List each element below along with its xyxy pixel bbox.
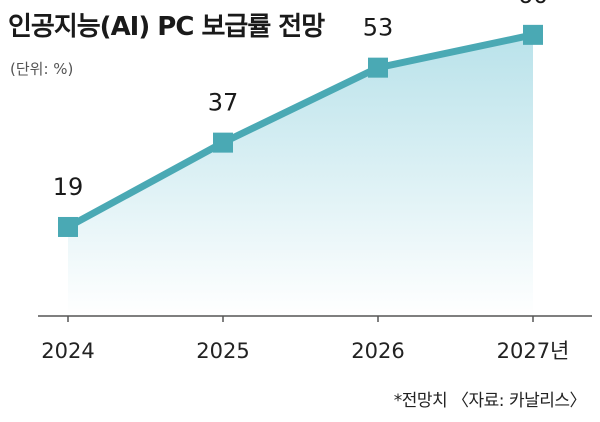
source-note: *전망치 〈자료: 카날리스〉 [393,391,587,411]
x-tick-label: 2024 [41,339,94,363]
data-point [368,57,388,78]
data-point [213,132,233,153]
data-label: 60 [518,0,549,9]
series-line [66,31,534,231]
chart-title: 인공지능(AI) PC 보급률 전망 [8,12,325,42]
data-label: 53 [363,14,394,42]
data-label: 19 [53,173,84,201]
area-fill [68,34,533,316]
data-point [523,24,543,45]
data-point [58,216,78,237]
x-tick-label: 2026 [351,339,404,363]
x-tick-label: 2027년 [497,339,570,363]
unit-note: (단위: %) [10,60,74,78]
x-tick-label: 2025 [196,339,249,363]
data-label: 37 [208,89,239,117]
